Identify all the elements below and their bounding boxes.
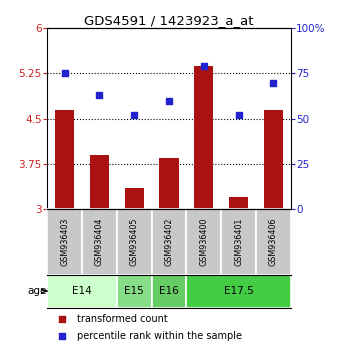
Bar	[125, 188, 144, 209]
Bar	[55, 110, 74, 209]
Title: GDS4591 / 1423923_a_at: GDS4591 / 1423923_a_at	[84, 14, 254, 27]
Bar	[82, 209, 117, 275]
Point	[59, 316, 65, 321]
Bar	[229, 197, 248, 209]
Bar	[90, 155, 109, 209]
Point	[236, 112, 241, 118]
Text: E15: E15	[124, 286, 144, 296]
Bar	[194, 66, 213, 209]
Text: transformed count: transformed count	[76, 314, 167, 324]
Bar	[47, 275, 117, 308]
Text: GSM936402: GSM936402	[165, 218, 173, 266]
Bar	[117, 209, 152, 275]
Point	[201, 63, 207, 69]
Bar	[160, 158, 178, 209]
Bar	[152, 275, 186, 308]
Text: GSM936403: GSM936403	[60, 218, 69, 266]
Text: GSM936404: GSM936404	[95, 218, 104, 266]
Text: age: age	[27, 286, 47, 296]
Bar	[186, 275, 291, 308]
Bar	[256, 209, 291, 275]
Text: GSM936406: GSM936406	[269, 218, 278, 266]
Text: GSM936405: GSM936405	[130, 218, 139, 266]
Text: GSM936401: GSM936401	[234, 218, 243, 266]
Text: percentile rank within the sample: percentile rank within the sample	[76, 331, 242, 341]
Bar	[186, 209, 221, 275]
Bar	[117, 275, 152, 308]
Point	[131, 112, 137, 118]
Bar	[47, 209, 82, 275]
Point	[97, 92, 102, 98]
Point	[62, 71, 67, 76]
Point	[271, 80, 276, 85]
Bar	[221, 209, 256, 275]
Bar	[264, 110, 283, 209]
Point	[59, 333, 65, 339]
Text: GSM936400: GSM936400	[199, 218, 208, 266]
Text: E14: E14	[72, 286, 92, 296]
Text: E17.5: E17.5	[224, 286, 254, 296]
Text: E16: E16	[159, 286, 179, 296]
Bar	[152, 209, 186, 275]
Point	[166, 98, 172, 103]
